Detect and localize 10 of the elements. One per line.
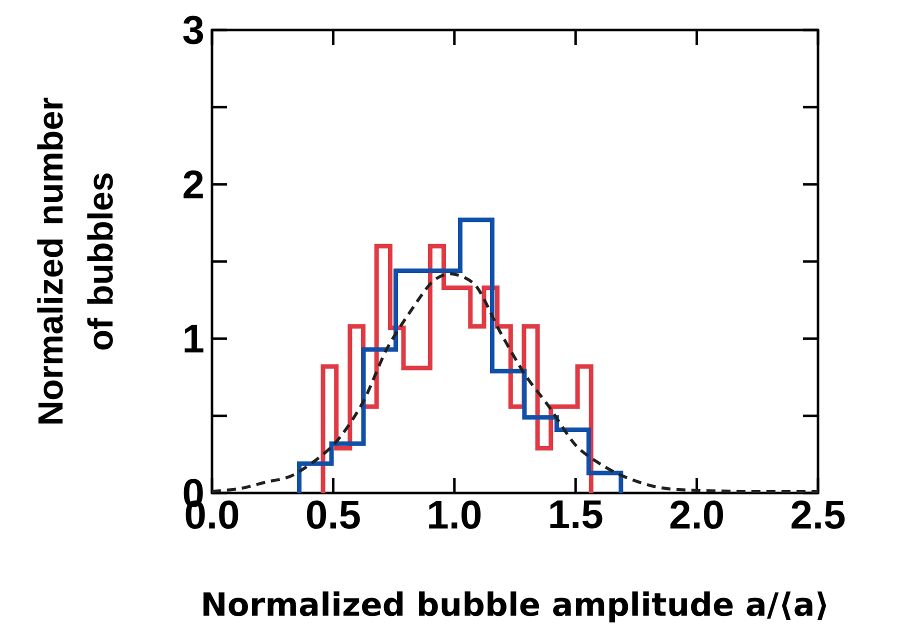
y-tick-label: 2	[184, 170, 203, 198]
y-tick-label: 3	[183, 16, 204, 44]
x-tick-label: 1.5	[550, 500, 602, 528]
y-axis-title: Normalized number of bubbles	[37, 98, 113, 424]
x-tick-label: 2.5	[792, 500, 845, 529]
x-tick-label: 1.0	[429, 500, 481, 529]
x-tick-label: 2.0	[670, 500, 723, 529]
y-tick-label: 1	[184, 324, 204, 352]
x-tick-label: 0.5	[306, 500, 360, 529]
x-axis-title: Normalized bubble amplitude a/⟨a⟩	[204, 591, 826, 622]
